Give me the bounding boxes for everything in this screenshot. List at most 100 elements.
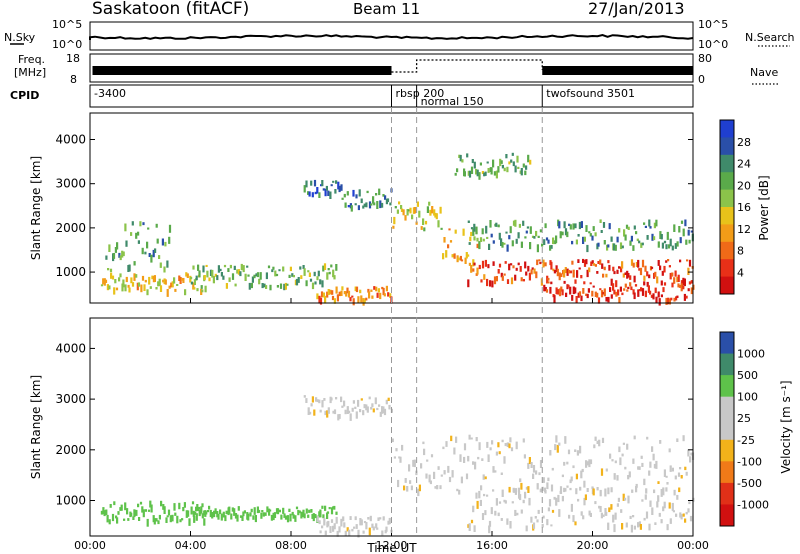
- velocity-cell: [309, 411, 312, 415]
- velocity-cell: [103, 510, 106, 517]
- velocity-cell: [308, 509, 311, 513]
- power-cell: [671, 272, 674, 277]
- velocity-cell: [626, 443, 629, 450]
- power-cell: [680, 220, 684, 224]
- velocity-cell: [297, 509, 300, 516]
- power-cell: [465, 252, 468, 259]
- power-cell: [383, 293, 386, 297]
- velocity-cell: [171, 514, 174, 522]
- power-cell: [620, 266, 623, 273]
- colorbar-segment: [720, 276, 734, 295]
- velocity-cell: [559, 490, 562, 494]
- power-cell: [653, 236, 656, 241]
- velocity-cell: [495, 451, 498, 456]
- velocity-cell: [514, 488, 517, 495]
- power-cell: [454, 172, 457, 176]
- velocity-cell: [628, 471, 631, 478]
- velocity-cell: [313, 409, 316, 416]
- velocity-cell: [119, 507, 122, 511]
- power-cell: [550, 281, 553, 285]
- velocity-cell: [316, 399, 319, 403]
- power-cell: [525, 271, 528, 276]
- power-cell: [440, 227, 443, 230]
- power-cell: [155, 287, 158, 290]
- power-cell: [103, 278, 106, 286]
- velocity-cell: [211, 512, 214, 519]
- power-cell: [170, 282, 173, 288]
- power-cell: [341, 197, 344, 200]
- power-cell: [284, 282, 287, 290]
- velocity-cell: [619, 457, 622, 466]
- power-cell: [539, 229, 542, 233]
- power-cell: [110, 272, 113, 279]
- power-cell: [495, 276, 498, 282]
- power-cell: [182, 278, 185, 283]
- power-cell: [377, 288, 380, 293]
- power-cell: [376, 292, 379, 298]
- power-cell: [302, 265, 305, 269]
- velocity-cell: [511, 501, 514, 504]
- velocity-cell: [418, 484, 421, 492]
- velocity-cell: [532, 473, 535, 479]
- velocity-cell: [343, 522, 346, 528]
- power-cell: [558, 272, 561, 281]
- velocity-cell: [442, 446, 445, 450]
- velocity-cell: [332, 410, 335, 414]
- power-cell: [435, 213, 438, 220]
- velocity-cell: [516, 512, 519, 516]
- power-cell: [378, 188, 381, 196]
- power-cell: [158, 278, 161, 287]
- power-cell: [662, 287, 665, 293]
- power-cell: [675, 296, 678, 301]
- power-cell: [479, 237, 483, 242]
- power-cell: [415, 221, 418, 225]
- power-cell: [121, 283, 124, 292]
- velocity-cell: [610, 487, 613, 493]
- power-cell: [164, 241, 167, 247]
- power-cell: [574, 287, 577, 294]
- power-cell: [236, 269, 239, 274]
- power-cell: [265, 285, 268, 289]
- velocity-cell: [201, 503, 204, 508]
- velocity-cell: [624, 466, 627, 470]
- power-cell: [517, 166, 520, 169]
- power-cell: [370, 203, 373, 206]
- velocity-cell: [100, 510, 103, 515]
- cpid-entry-label: -3400: [94, 87, 126, 100]
- power-cell: [519, 170, 522, 174]
- velocity-cell: [630, 524, 633, 533]
- power-cell: [588, 267, 591, 273]
- velocity-cell: [487, 454, 490, 462]
- velocity-cell: [158, 514, 161, 520]
- velocity-cell: [417, 488, 420, 497]
- power-cell: [632, 262, 635, 268]
- velocity-cell: [607, 487, 610, 495]
- velocity-cell: [362, 410, 365, 416]
- velocity-cell: [141, 506, 144, 513]
- power-cell: [563, 221, 566, 229]
- power-panel: 1000 2000 3000 4000 Slant Range [km] 28 24 20…: [29, 112, 771, 306]
- power-cell: [624, 283, 627, 288]
- velocity-cell: [557, 494, 560, 503]
- velocity-cell: [470, 519, 474, 524]
- power-cell: [114, 279, 117, 284]
- power-cell: [565, 292, 568, 297]
- velocity-cell: [638, 521, 641, 527]
- velocity-cell: [120, 504, 123, 511]
- power-cell: [335, 264, 338, 271]
- power-cell: [168, 224, 172, 233]
- velocity-cell: [613, 473, 616, 480]
- velocity-cell: [583, 480, 586, 488]
- power-cell: [244, 273, 247, 281]
- velocity-cell: [288, 508, 291, 512]
- velocity-cell: [335, 516, 338, 524]
- power-cell: [484, 171, 487, 176]
- velocity-cell: [519, 478, 522, 483]
- power-cell: [544, 262, 547, 267]
- power-cell: [487, 168, 490, 173]
- colorbar-segment: [720, 120, 734, 138]
- power-cell: [508, 161, 511, 165]
- power-cell: [497, 224, 500, 228]
- velocity-cell: [616, 503, 619, 507]
- velocity-cell: [530, 462, 533, 468]
